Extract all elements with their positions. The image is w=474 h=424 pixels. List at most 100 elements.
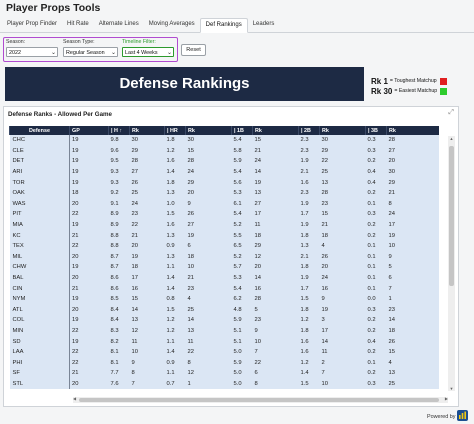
vertical-scrollbar[interactable]: ▲ ▼	[448, 136, 455, 391]
expand-icon[interactable]: ⤢	[448, 109, 454, 116]
tab-alternate-lines[interactable]: Alternate Lines	[98, 21, 139, 27]
stat-cell: 1.4	[164, 283, 186, 294]
col-header-defense[interactable]: Defense	[9, 126, 70, 135]
stat-cell: 1.6	[298, 346, 320, 358]
col-header-3b-rk[interactable]: Rk	[386, 126, 439, 135]
col-header-3b[interactable]: | 3B	[365, 126, 387, 135]
table-row[interactable]: SF 21 7.7 8 1.1 12 5.0 6 1.4 7 0.2 13	[9, 368, 439, 379]
scroll-right-icon[interactable]: ▶	[444, 396, 448, 401]
col-header-gp[interactable]: GP	[69, 126, 109, 135]
stat-cell: 1.9	[298, 198, 320, 210]
table-row[interactable]: CHW 19 8.7 18 1.1 10 5.7 20 1.8 20 0.1 5	[9, 262, 439, 273]
col-header-2b[interactable]: | 2B	[298, 126, 320, 135]
table-row[interactable]: CLE 19 9.6 29 1.2 15 5.8 21 2.3 29 0.3 27	[9, 145, 439, 157]
stat-cell: 19	[129, 251, 165, 263]
stat-cell: 1.0	[164, 198, 186, 210]
scroll-down-icon[interactable]: ▼	[449, 386, 454, 391]
table-row[interactable]: DET 19 9.5 28 1.6 28 5.9 24 1.9 22 0.2 20	[9, 156, 439, 167]
stat-cell: 18	[319, 230, 366, 241]
table-row[interactable]: ARI 19 9.3 27 1.4 24 5.4 14 2.1 25 0.4 30	[9, 166, 439, 178]
stat-cell: 8.7	[108, 262, 130, 273]
tab-def-rankings[interactable]: Def Rankings	[199, 18, 248, 33]
stat-cell: 10	[252, 336, 299, 347]
table-row[interactable]: CHC 19 9.8 30 1.8 30 5.4 15 2.3 30 0.3 28	[9, 135, 439, 146]
stat-cell: 0.2	[365, 156, 387, 167]
table-row[interactable]: NYM 19 8.5 15 0.8 4 6.2 28 1.5 9 0.0 1	[9, 293, 439, 305]
horizontal-scrollbar[interactable]: ◀ ▶	[73, 396, 448, 403]
stat-cell: 9	[386, 251, 439, 263]
stat-cell: 17	[252, 209, 299, 220]
table-row[interactable]: MIA 19 8.9 22 1.6 27 5.2 11 1.9 21 0.2 17	[9, 219, 439, 231]
stat-cell: 15	[129, 293, 165, 305]
col-header-hr[interactable]: | HR	[164, 126, 186, 135]
stat-cell: 5.5	[231, 230, 253, 241]
table-row[interactable]: OAK 18 9.2 25 1.3 20 5.3 13 2.3 28 0.2 21	[9, 187, 439, 199]
stat-cell: 1.4	[164, 272, 186, 284]
timeline-value: Last 4 Weeks	[125, 49, 158, 56]
col-header-1b[interactable]: | 1B	[231, 126, 253, 135]
stat-cell: 1.3	[164, 230, 186, 241]
tab-player-prop-finder[interactable]: Player Prop Finder	[7, 21, 58, 27]
reset-button[interactable]: Reset	[181, 44, 206, 56]
scroll-left-icon[interactable]: ◀	[73, 396, 77, 401]
table-row[interactable]: PHI 22 8.1 9 0.9 8 5.9 22 1.2 2 0.1 4	[9, 357, 439, 369]
table-row[interactable]: WAS 20 9.1 24 1.0 9 6.1 27 1.9 23 0.1 8	[9, 198, 439, 210]
col-header-h[interactable]: | H ↑	[108, 126, 130, 135]
table-row[interactable]: TOR 19 9.3 26 1.8 29 5.6 19 1.6 13 0.4 29	[9, 177, 439, 188]
table-body: CHC 19 9.8 30 1.8 30 5.4 15 2.3 30 0.3 28 CLE 19 9.6 29…	[9, 135, 439, 390]
table-row[interactable]: MIL 20 8.7 19 1.3 18 5.2 12 2.1 26 0.1 9	[9, 251, 439, 263]
horizontal-scroll-thumb[interactable]	[79, 398, 439, 402]
stat-cell: 15	[319, 209, 366, 220]
table-row[interactable]: STL 20 7.6 7 0.7 1 5.0 8 1.5 10 0.3 25	[9, 378, 439, 390]
stat-cell: 7	[252, 346, 299, 358]
col-header-1b-rk[interactable]: Rk	[252, 126, 299, 135]
tab-hit-rate[interactable]: Hit Rate	[67, 21, 89, 27]
stat-cell: 29	[185, 177, 232, 188]
stat-cell: 5.0	[231, 346, 253, 358]
stat-cell: 1.8	[298, 325, 320, 337]
stat-cell: 19	[69, 336, 109, 347]
tab-leaders[interactable]: Leaders	[252, 21, 275, 27]
season-type-select[interactable]: Regular Season ⌄	[63, 47, 118, 57]
powerbi-logo-icon[interactable]	[457, 410, 468, 421]
stat-cell: 1.1	[164, 262, 186, 273]
table-row[interactable]: SD 19 8.2 11 1.1 11 5.1 10 1.6 14 0.4 26	[9, 336, 439, 347]
col-header-hr-rk[interactable]: Rk	[185, 126, 232, 135]
table-row[interactable]: ATL 20 8.4 14 1.5 25 4.8 5 1.8 19 0.3 23	[9, 304, 439, 316]
stat-cell: 9	[129, 357, 165, 369]
col-header-h-rk[interactable]: Rk	[129, 126, 165, 135]
table-row[interactable]: KC 21 8.8 21 1.3 19 5.5 18 1.8 18 0.2 19	[9, 230, 439, 241]
stat-cell: 1.2	[164, 145, 186, 157]
table-row[interactable]: PIT 22 8.9 23 1.5 26 5.4 17 1.7 15 0.3 24	[9, 209, 439, 220]
stat-cell: 0.8	[164, 293, 186, 305]
table-row[interactable]: BAL 20 8.6 17 1.4 21 5.3 14 1.9 24 0.1 6	[9, 272, 439, 284]
stat-cell: 13	[252, 187, 299, 199]
table-row[interactable]: LAA 22 8.1 10 1.4 22 5.0 7 1.6 11 0.2 15	[9, 346, 439, 358]
powered-by-text: Powered by	[427, 414, 456, 420]
stat-cell: 0.9	[164, 240, 186, 252]
season-select[interactable]: 2022 ⌄	[6, 47, 58, 57]
stat-cell: 5.2	[231, 219, 253, 231]
stat-cell: 1.4	[298, 368, 320, 379]
tab-moving-averages[interactable]: Moving Averages	[148, 21, 195, 27]
stat-cell: 19	[69, 145, 109, 157]
vertical-scroll-thumb[interactable]	[449, 146, 454, 286]
table-row[interactable]: MIN 22 8.3 12 1.2 13 5.1 9 1.8 17 0.2 18	[9, 325, 439, 337]
stat-cell: 19	[69, 135, 109, 146]
stat-cell: 25	[185, 304, 232, 316]
table-row[interactable]: COL 19 8.4 13 1.2 14 5.9 23 1.2 3 0.2 14	[9, 315, 439, 326]
stat-cell: 11	[185, 336, 232, 347]
chevron-down-icon: ⌄	[110, 49, 116, 56]
stat-cell: 19	[69, 177, 109, 188]
stat-cell: 22	[319, 156, 366, 167]
stat-cell: 0.1	[365, 357, 387, 369]
timeline-select[interactable]: Last 4 Weeks ⌄	[122, 47, 174, 57]
stat-cell: 8.1	[108, 357, 130, 369]
table-row[interactable]: CIN 21 8.6 16 1.4 23 5.4 16 1.7 16 0.1 7	[9, 283, 439, 294]
stat-cell: 7	[129, 378, 165, 390]
scroll-up-icon[interactable]: ▲	[449, 136, 454, 141]
stat-cell: 28	[252, 293, 299, 305]
stat-cell: 1.7	[298, 283, 320, 294]
col-header-2b-rk[interactable]: Rk	[319, 126, 366, 135]
table-row[interactable]: TEX 22 8.8 20 0.9 6 6.5 29 1.3 4 0.1 10	[9, 240, 439, 252]
